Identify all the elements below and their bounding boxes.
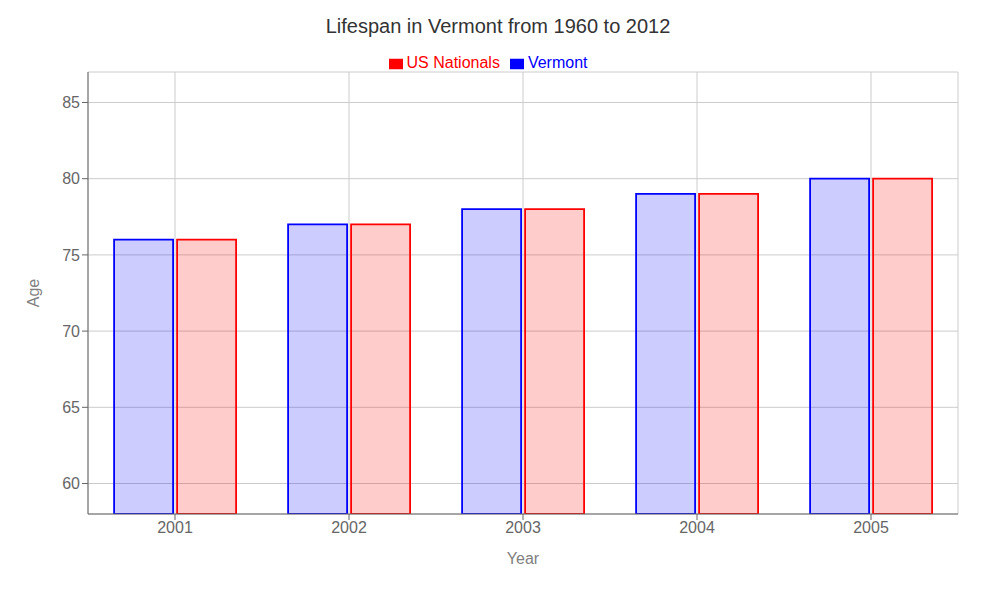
html-text:Lifespan in Vermont from 1960: Lifespan in Vermont from 1960 to 2012	[325, 15, 671, 37]
svg-text:75: 75	[62, 247, 80, 264]
html-text:US Nationals: US Nationals	[406, 54, 500, 71]
svg-text:80: 80	[62, 170, 80, 187]
svg-text:60: 60	[62, 475, 80, 492]
svg-text:Age: Age	[25, 279, 42, 308]
svg-text:65: 65	[62, 399, 80, 416]
svg-text:2001: 2001	[157, 519, 193, 536]
svg-text:70: 70	[62, 323, 80, 340]
html-text:Vermont: Vermont	[527, 54, 588, 71]
svg-text:85: 85	[62, 94, 80, 111]
svg-text:2004: 2004	[679, 519, 715, 536]
svg-text:2002: 2002	[331, 519, 367, 536]
svg-text:Year: Year	[507, 550, 540, 567]
svg-text:2003: 2003	[505, 519, 541, 536]
svg-text:2005: 2005	[853, 519, 889, 536]
